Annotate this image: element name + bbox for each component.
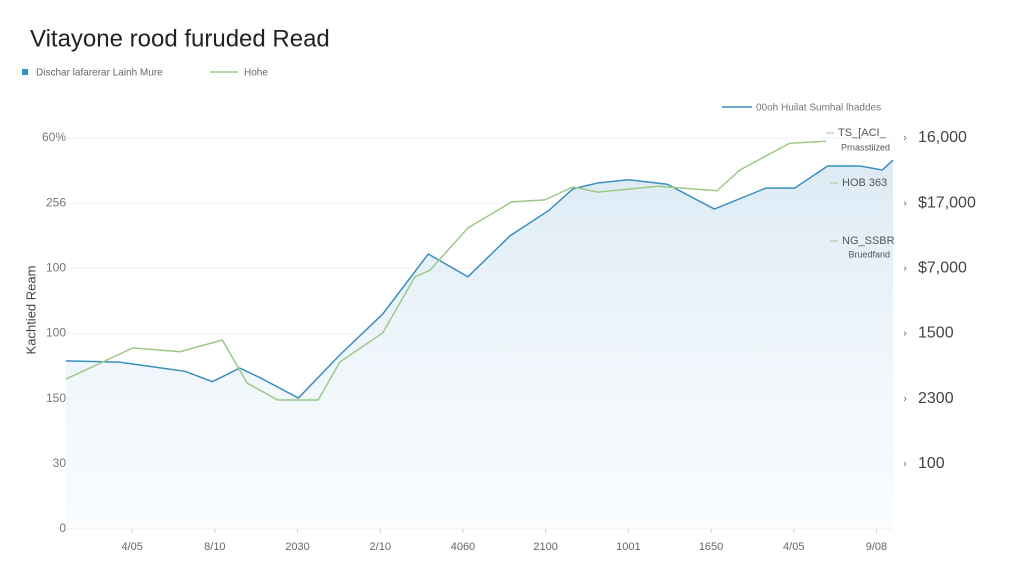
y2-tick-mark: › — [903, 133, 906, 144]
y2-tick-mark: › — [903, 393, 906, 404]
y-tick-label: 0 — [59, 521, 66, 535]
y2-tick-label: 100 — [918, 455, 945, 472]
y2-tick-mark: › — [903, 328, 906, 339]
line — [65, 159, 894, 399]
chart-title: Vitayone rood furuded Read — [30, 25, 330, 52]
y2-tick-label: $17,000 — [918, 194, 976, 211]
area — [66, 160, 893, 529]
legend-label: Dischar lafarerar Lainh Mure — [36, 68, 163, 79]
y-tick-label: 100 — [46, 261, 66, 275]
y-tick-label: 150 — [46, 391, 66, 405]
x-tick-label: 2030 — [285, 541, 309, 553]
x-tick-label: 2/10 — [370, 541, 391, 553]
annotation: Prnasstiized — [841, 142, 890, 152]
x-tick-label: 2100 — [533, 541, 557, 553]
x-tick-label: 4060 — [451, 541, 475, 553]
legend-note: 00oh Huilat Sumhal lhaddes — [756, 103, 881, 114]
y2-tick-label: $7,000 — [918, 260, 967, 277]
legend-swatch — [22, 69, 28, 75]
annotation: NG_SSBR — [842, 235, 895, 247]
x-tick-label: 4/05 — [121, 541, 142, 553]
y-tick-label: 60% — [42, 130, 66, 144]
annotation: TS_[ACI_ — [838, 127, 887, 139]
x-tick-label: 9/08 — [866, 541, 887, 553]
y2-tick-label: 16,000 — [918, 129, 967, 146]
y2-tick-mark: › — [903, 458, 906, 469]
y-tick-label: 30 — [53, 456, 67, 470]
x-tick-label: 4/05 — [783, 541, 804, 553]
y2-tick-mark: › — [903, 263, 906, 274]
y2-tick-label: 2300 — [918, 390, 954, 407]
x-tick-label: 1650 — [699, 541, 723, 553]
y2-tick-label: 1500 — [918, 325, 954, 342]
legend-label: Hohe — [244, 68, 268, 79]
y-tick-label: 256 — [46, 195, 66, 209]
line — [65, 140, 827, 401]
y2-tick-mark: › — [903, 198, 906, 209]
annotation: HOB 363 — [842, 177, 887, 189]
x-tick-label: 1001 — [616, 541, 640, 553]
x-tick-label: 8/10 — [204, 541, 225, 553]
annotation: Bruedfand — [848, 249, 890, 259]
y-axis-label: Kachtied Ream — [23, 266, 38, 355]
y-tick-label: 100 — [46, 326, 66, 340]
